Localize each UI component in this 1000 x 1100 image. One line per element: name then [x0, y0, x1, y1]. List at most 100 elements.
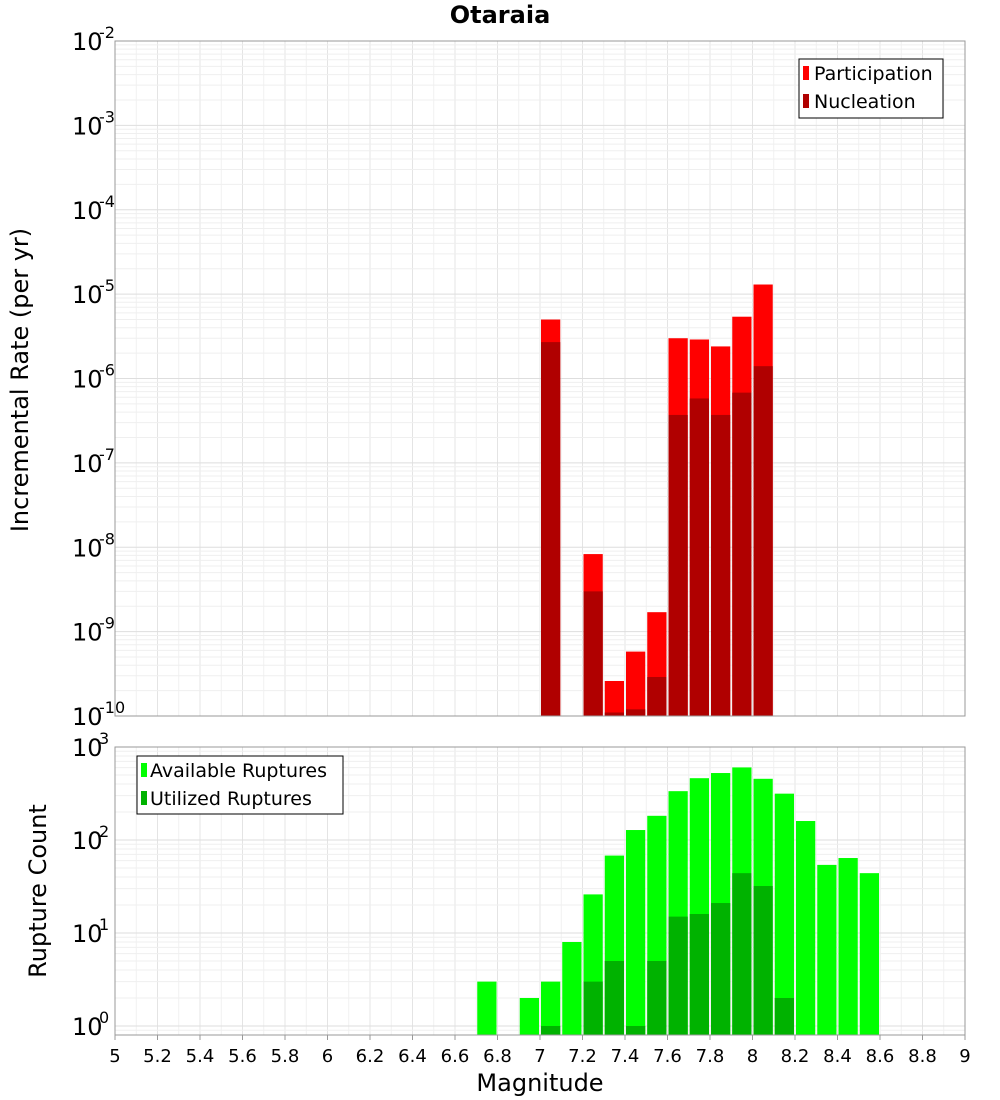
bar-nucleation — [711, 414, 731, 716]
x-tick-label: 5.2 — [143, 1046, 172, 1067]
x-axis-label: Magnitude — [476, 1069, 603, 1097]
y-tick-exponent: -2 — [99, 23, 115, 42]
legend-swatch-nucleation — [803, 94, 809, 108]
bar-available-ruptures — [626, 830, 646, 1035]
y-tick-label: 10-7 — [72, 445, 115, 478]
x-tick-label: 5.6 — [228, 1046, 257, 1067]
bottom-y-axis-label: Rupture Count — [24, 804, 52, 978]
legend-label-participation: Participation — [814, 63, 933, 85]
top-legend-box — [798, 58, 944, 119]
x-tick-label: 6.4 — [398, 1046, 427, 1067]
y-tick-label: 10-6 — [72, 361, 115, 394]
bar-nucleation — [604, 712, 624, 716]
x-tick-label: 8.2 — [781, 1046, 810, 1067]
bar-utilized-ruptures — [541, 1025, 561, 1035]
bar-available-ruptures — [817, 864, 837, 1035]
top-y-axis-label: Incremental Rate (per yr) — [6, 228, 34, 532]
x-tick-label: 6 — [322, 1046, 333, 1067]
bar-nucleation — [753, 366, 773, 716]
x-tick-label: 7.8 — [696, 1046, 725, 1067]
top-grid — [114, 40, 966, 717]
x-tick-label: 7 — [534, 1046, 545, 1067]
bar-nucleation — [647, 676, 667, 716]
y-tick-exponent: 0 — [99, 1008, 109, 1027]
y-tick-exponent: -3 — [99, 107, 115, 126]
bar-utilized-ruptures — [711, 903, 731, 1035]
x-tick-label: 8 — [747, 1046, 758, 1067]
bar-available-ruptures — [519, 997, 539, 1035]
y-tick-base: 10 — [72, 112, 103, 140]
y-tick-base: 10 — [72, 619, 103, 647]
x-tick-label: 6.2 — [356, 1046, 385, 1067]
y-tick-base: 10 — [72, 703, 103, 731]
chart-title: Otaraia — [450, 1, 551, 29]
bar-available-ruptures — [859, 873, 879, 1035]
bottom-legend-box — [136, 755, 344, 815]
y-tick-base: 10 — [72, 534, 103, 562]
bar-nucleation — [583, 591, 603, 716]
y-tick-exponent: -5 — [99, 276, 115, 295]
y-tick-exponent: -6 — [99, 361, 115, 380]
y-tick-exponent: -9 — [99, 614, 115, 633]
bar-utilized-ruptures — [668, 916, 688, 1035]
x-tick-label: 6.6 — [441, 1046, 470, 1067]
top-plot-border — [114, 40, 966, 717]
y-tick-exponent: 3 — [99, 729, 109, 748]
bar-available-ruptures — [541, 981, 561, 1035]
bar-available-ruptures — [477, 981, 497, 1035]
x-tick-label: 5.8 — [271, 1046, 300, 1067]
y-tick-base: 10 — [72, 28, 103, 56]
y-tick-label: 10-8 — [72, 529, 115, 562]
y-tick-exponent: -7 — [99, 445, 115, 464]
bar-available-ruptures — [838, 858, 858, 1035]
bar-nucleation — [689, 398, 709, 716]
x-tick-label: 5.4 — [186, 1046, 215, 1067]
x-tick-label: 5 — [109, 1046, 120, 1067]
legend-swatch-available — [141, 763, 147, 777]
bar-participation — [626, 651, 646, 716]
y-tick-exponent: -8 — [99, 529, 115, 548]
y-tick-label: 102 — [72, 822, 109, 855]
y-tick-label: 10-5 — [72, 276, 115, 309]
x-tick-label: 7.6 — [653, 1046, 682, 1067]
y-tick-exponent: -10 — [99, 698, 125, 717]
x-tick-label: 8.6 — [866, 1046, 895, 1067]
legend-label-utilized: Utilized Ruptures — [150, 788, 312, 810]
bar-utilized-ruptures — [583, 981, 603, 1035]
x-tick-label: 7.4 — [611, 1046, 640, 1067]
y-tick-label: 10-4 — [72, 192, 115, 225]
y-tick-label: 103 — [72, 729, 109, 762]
y-tick-label: 10-3 — [72, 107, 115, 140]
y-tick-label: 10-10 — [72, 698, 125, 731]
y-tick-exponent: 2 — [99, 822, 109, 841]
bar-available-ruptures — [562, 942, 582, 1035]
x-tick-label: 9 — [959, 1046, 970, 1067]
x-tick-label: 8.8 — [908, 1046, 937, 1067]
x-tick-label: 8.4 — [823, 1046, 852, 1067]
y-tick-base: 10 — [72, 281, 103, 309]
top-legend: Participation Nucleation — [798, 58, 944, 119]
legend-label-nucleation: Nucleation — [814, 91, 916, 113]
legend-swatch-participation — [803, 66, 809, 80]
x-tick-label: 7.2 — [568, 1046, 597, 1067]
y-tick-base: 10 — [72, 450, 103, 478]
y-tick-exponent: 1 — [99, 915, 109, 934]
y-tick-label: 10-2 — [72, 23, 115, 56]
top-bars — [541, 284, 773, 716]
y-tick-base: 10 — [72, 366, 103, 394]
y-tick-base: 10 — [72, 920, 103, 948]
bar-utilized-ruptures — [774, 997, 794, 1035]
bar-nucleation — [541, 342, 561, 716]
bar-utilized-ruptures — [689, 914, 709, 1035]
bar-utilized-ruptures — [732, 873, 752, 1035]
bar-utilized-ruptures — [626, 1025, 646, 1035]
y-tick-base: 10 — [72, 734, 103, 762]
x-ticks: 5 5.2 5.4 5.6 5.8 6 6.2 6.4 6.6 6.8 7 7.2 7.4 7.6 7.8 8… — [109, 1035, 971, 1067]
bar-nucleation — [626, 709, 646, 716]
legend-swatch-utilized — [141, 791, 147, 805]
bar-nucleation — [732, 392, 752, 716]
